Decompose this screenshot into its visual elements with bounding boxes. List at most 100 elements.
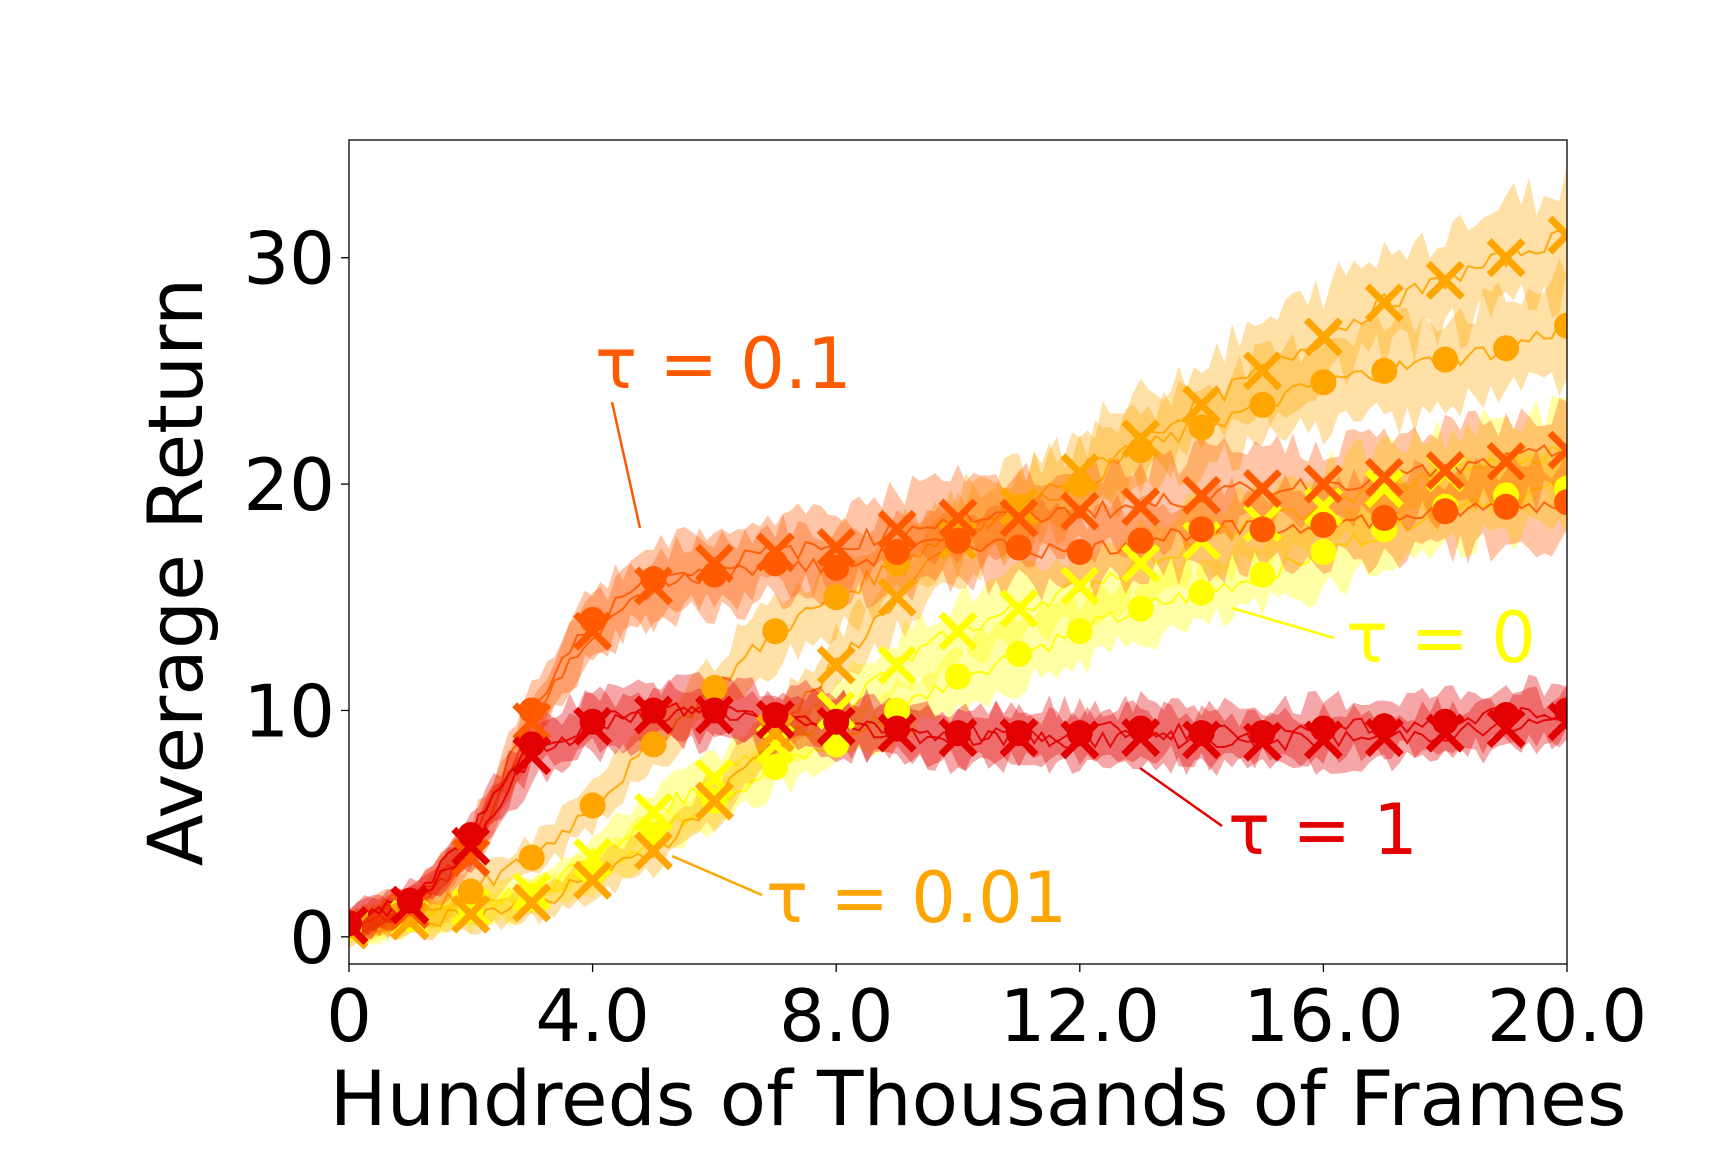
data-point xyxy=(518,844,545,871)
series-markers-4 xyxy=(349,489,1567,937)
data-point xyxy=(1486,238,1526,278)
data-point xyxy=(877,645,917,685)
data-point xyxy=(1371,505,1398,532)
data-point xyxy=(1364,718,1404,758)
data-point xyxy=(1243,351,1282,391)
x-tick-label: 12.0 xyxy=(1000,974,1160,1058)
data-point xyxy=(1121,718,1161,758)
data-point xyxy=(634,695,673,735)
data-point xyxy=(1182,385,1222,425)
data-point xyxy=(884,539,911,565)
data-point xyxy=(877,577,917,617)
data-point xyxy=(573,706,613,746)
data-point xyxy=(999,498,1039,538)
annotation-leader xyxy=(1139,766,1223,828)
data-point xyxy=(938,718,978,758)
data-point xyxy=(694,543,734,583)
data-point xyxy=(1060,566,1100,606)
data-point xyxy=(1182,720,1222,760)
series-markers-5 xyxy=(349,430,1567,945)
data-point xyxy=(938,611,978,651)
data-point xyxy=(816,706,856,746)
data-point xyxy=(694,695,734,735)
data-point xyxy=(694,781,734,821)
y-tick-label: 0 xyxy=(289,896,335,980)
data-point xyxy=(640,731,667,758)
data-point xyxy=(1493,335,1520,362)
data-point xyxy=(1303,464,1343,504)
data-point xyxy=(1554,312,1567,339)
data-point xyxy=(1310,539,1337,565)
data-point xyxy=(451,838,491,878)
data-point xyxy=(1486,709,1526,749)
data-point xyxy=(762,618,789,645)
y-tick-label: 10 xyxy=(243,669,335,753)
data-point xyxy=(390,885,430,925)
data-point xyxy=(755,713,795,753)
x-axis-label: Hundreds of Thousands of Frames xyxy=(330,1054,1627,1143)
data-point xyxy=(823,584,850,611)
data-point xyxy=(945,663,971,690)
data-point xyxy=(1310,511,1337,538)
data-point xyxy=(938,498,978,538)
data-point xyxy=(1188,516,1215,543)
data-point xyxy=(1493,493,1520,520)
annotations: τ = 0.1 τ = 0 τ = 1 τ = 0.01 xyxy=(595,323,1536,939)
x-tick-label: 8.0 xyxy=(779,974,894,1058)
data-point xyxy=(573,860,613,900)
data-point xyxy=(755,700,795,739)
series-markers-7 xyxy=(349,695,1567,945)
data-point xyxy=(512,883,552,923)
y-tick-label: 20 xyxy=(243,443,335,527)
data-point xyxy=(1432,346,1459,373)
data-point xyxy=(634,566,673,606)
data-point xyxy=(1121,543,1161,583)
data-point xyxy=(1364,469,1404,509)
data-point xyxy=(999,718,1039,758)
data-point xyxy=(816,527,856,567)
data-point xyxy=(1432,498,1459,525)
data-point xyxy=(877,509,917,549)
annotation-label: τ = 1 xyxy=(1228,789,1418,871)
data-point xyxy=(884,697,911,724)
data-point xyxy=(1364,457,1404,497)
x-tick-label: 4.0 xyxy=(535,974,650,1058)
data-point xyxy=(1060,491,1100,531)
y-axis-label: Average Return xyxy=(131,278,220,866)
data-point xyxy=(1121,487,1161,527)
data-point xyxy=(1182,475,1222,515)
data-point xyxy=(1425,451,1465,490)
annotation-label: τ = 0.1 xyxy=(595,323,852,405)
x-tick-label: 0 xyxy=(326,974,372,1058)
data-point xyxy=(823,731,850,758)
x-tick-label: 16.0 xyxy=(1243,974,1403,1058)
data-point xyxy=(1364,283,1404,323)
data-point xyxy=(451,894,491,934)
data-point xyxy=(640,566,667,593)
data-point xyxy=(999,487,1039,527)
data-point xyxy=(1547,430,1567,470)
data-point xyxy=(512,872,552,912)
data-point xyxy=(1303,317,1343,357)
data-point xyxy=(1066,539,1093,565)
data-point xyxy=(634,792,673,832)
data-point xyxy=(1547,702,1567,742)
data-point xyxy=(1249,516,1276,543)
data-point xyxy=(823,554,850,581)
data-point xyxy=(1371,357,1398,384)
data-point xyxy=(512,702,552,742)
annotation-label: τ = 0.01 xyxy=(766,857,1067,939)
data-point xyxy=(1127,595,1154,622)
data-point xyxy=(999,589,1039,629)
data-point xyxy=(1121,419,1161,459)
data-point xyxy=(1188,720,1215,747)
data-point xyxy=(1188,414,1215,441)
series-band xyxy=(349,164,1567,950)
data-point xyxy=(816,645,856,685)
data-point xyxy=(1243,722,1282,762)
data-point xyxy=(1005,534,1032,561)
data-point xyxy=(1249,561,1276,588)
data-point xyxy=(634,831,673,871)
data-point xyxy=(390,901,430,941)
